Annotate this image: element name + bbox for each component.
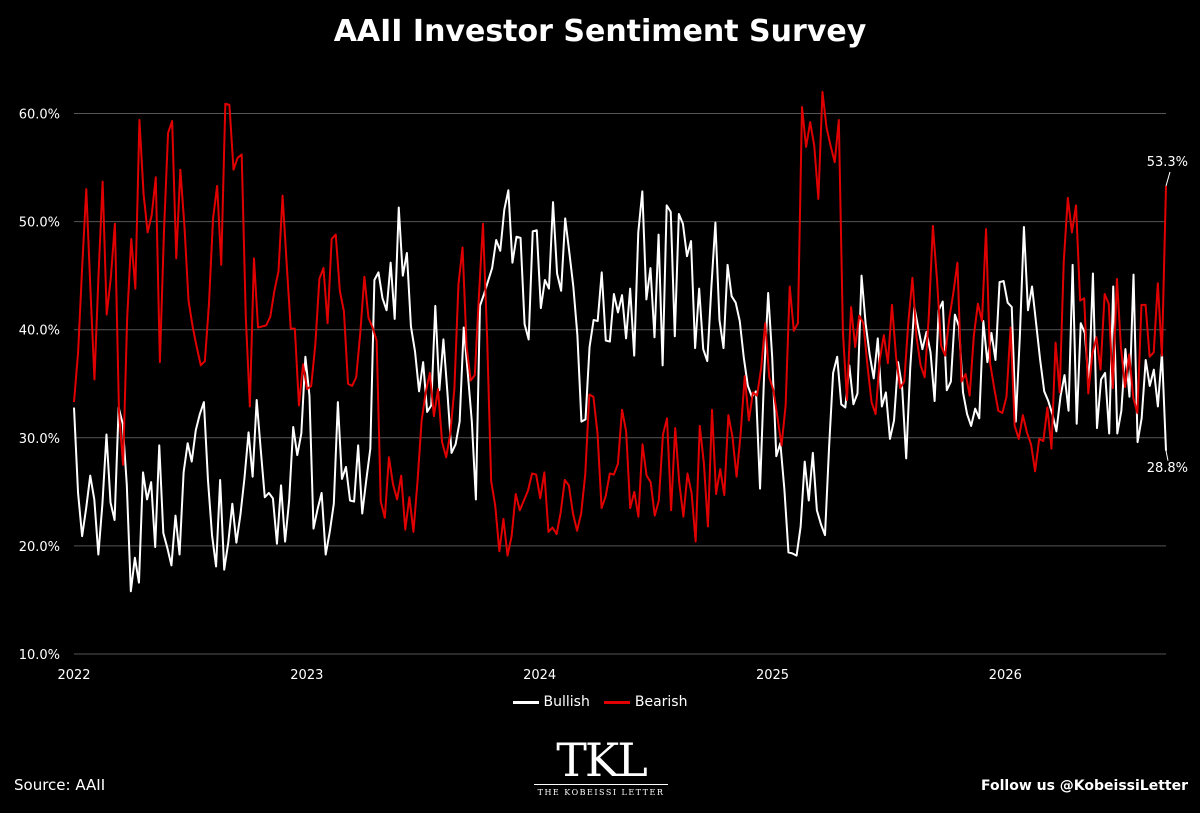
legend-item-bullish: Bullish xyxy=(512,694,590,710)
bullish-end-label: 28.8% xyxy=(1147,461,1188,476)
logo-subtitle: THE KOBEISSI LETTER xyxy=(537,788,665,797)
logo-rule xyxy=(534,784,668,785)
y-tick-label: 50.0% xyxy=(19,216,60,231)
y-tick-label: 60.0% xyxy=(19,108,60,123)
x-tick-label: 2026 xyxy=(989,668,1022,683)
end-annotations: 53.3% 28.8% xyxy=(1147,155,1188,476)
y-tick-label: 40.0% xyxy=(19,324,60,339)
x-tick-label: 2023 xyxy=(290,668,323,683)
y-tick-label: 10.0% xyxy=(19,648,60,663)
chart-title: AAII Investor Sentiment Survey xyxy=(333,14,867,49)
x-tick-label: 2022 xyxy=(57,668,90,683)
series-lines xyxy=(73,90,1167,593)
bearish-end-label: 53.3% xyxy=(1147,155,1188,170)
legend: Bullish Bearish xyxy=(0,694,1200,710)
series-line-bearish xyxy=(73,90,1167,557)
legend-label-bullish: Bullish xyxy=(543,694,590,710)
x-tick-label: 2025 xyxy=(756,668,789,683)
x-tick-label: 2024 xyxy=(523,668,556,683)
y-tick-label: 30.0% xyxy=(19,432,60,447)
series-line-bullish xyxy=(73,189,1167,593)
source-note: Source: AAII xyxy=(14,776,106,794)
gridlines xyxy=(74,113,1166,655)
x-axis-ticks: 2022 2023 2024 2025 2026 xyxy=(57,668,1021,683)
y-tick-label: 20.0% xyxy=(19,540,60,555)
legend-item-bearish: Bearish xyxy=(603,694,688,710)
y-axis-ticks: 10.0% 20.0% 30.0% 40.0% 50.0% 60.0% xyxy=(19,108,60,664)
follow-note: Follow us @KobeissiLetter xyxy=(980,778,1188,794)
bullish-end-leader xyxy=(1165,450,1169,461)
legend-swatch-bullish xyxy=(512,700,539,704)
bearish-end-leader xyxy=(1165,171,1171,187)
legend-swatch-bearish xyxy=(603,700,630,704)
tkl-logo: TKL THE KOBEISSI LETTER xyxy=(528,736,674,804)
legend-label-bearish: Bearish xyxy=(634,694,688,710)
logo-mark: TKL xyxy=(556,733,648,787)
